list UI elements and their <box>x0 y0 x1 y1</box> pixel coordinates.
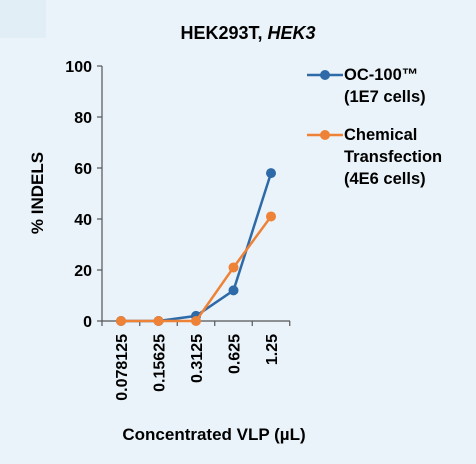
legend-label: (4E6 cells) <box>344 170 426 188</box>
x-tick-label: 0.15625 <box>152 334 169 392</box>
y-tick-label: 40 <box>74 212 92 229</box>
x-tick-label: 0.3125 <box>189 334 206 383</box>
y-axis-label: % INDELS <box>28 152 47 234</box>
data-point <box>191 316 201 326</box>
series-line <box>121 215 273 323</box>
legend-swatch-marker <box>320 70 330 80</box>
x-tick-label: 0.625 <box>227 334 244 374</box>
x-ticks: 0.078125 0.15625 0.3125 0.625 1.25 <box>101 321 291 401</box>
data-point <box>153 316 164 326</box>
data-point <box>228 285 239 296</box>
data-point <box>266 211 276 222</box>
legend: OC-100™ (1E7 cells) Chemical Transfection (4… <box>307 66 442 188</box>
x-axis-label: Concentrated VLP (µL) <box>122 425 305 444</box>
series-group <box>116 168 276 326</box>
legend-label: (1E7 cells) <box>344 88 426 106</box>
y-ticks: 0 20 40 60 80 100 <box>65 59 102 331</box>
y-tick-label: 0 <box>83 314 92 331</box>
chart-title: HEK293T, HEK3 <box>180 23 315 43</box>
data-point <box>116 316 126 326</box>
x-tick-label: 1.25 <box>264 334 281 365</box>
legend-label: Transfection <box>344 148 442 166</box>
legend-label: OC-100™ <box>344 66 418 84</box>
x-tick-label: 0.078125 <box>114 334 131 401</box>
y-tick-label: 100 <box>65 59 92 76</box>
data-point <box>266 168 276 179</box>
corner-decoration <box>0 0 46 38</box>
y-tick-label: 60 <box>74 161 92 178</box>
y-tick-label: 80 <box>74 110 92 127</box>
legend-swatch-marker <box>320 130 330 140</box>
y-tick-label: 20 <box>74 263 92 280</box>
data-point <box>228 262 239 273</box>
legend-label: Chemical <box>344 126 417 144</box>
chart-title-italic: HEK3 <box>268 23 316 43</box>
chart-title-main: HEK293T, <box>180 23 267 43</box>
